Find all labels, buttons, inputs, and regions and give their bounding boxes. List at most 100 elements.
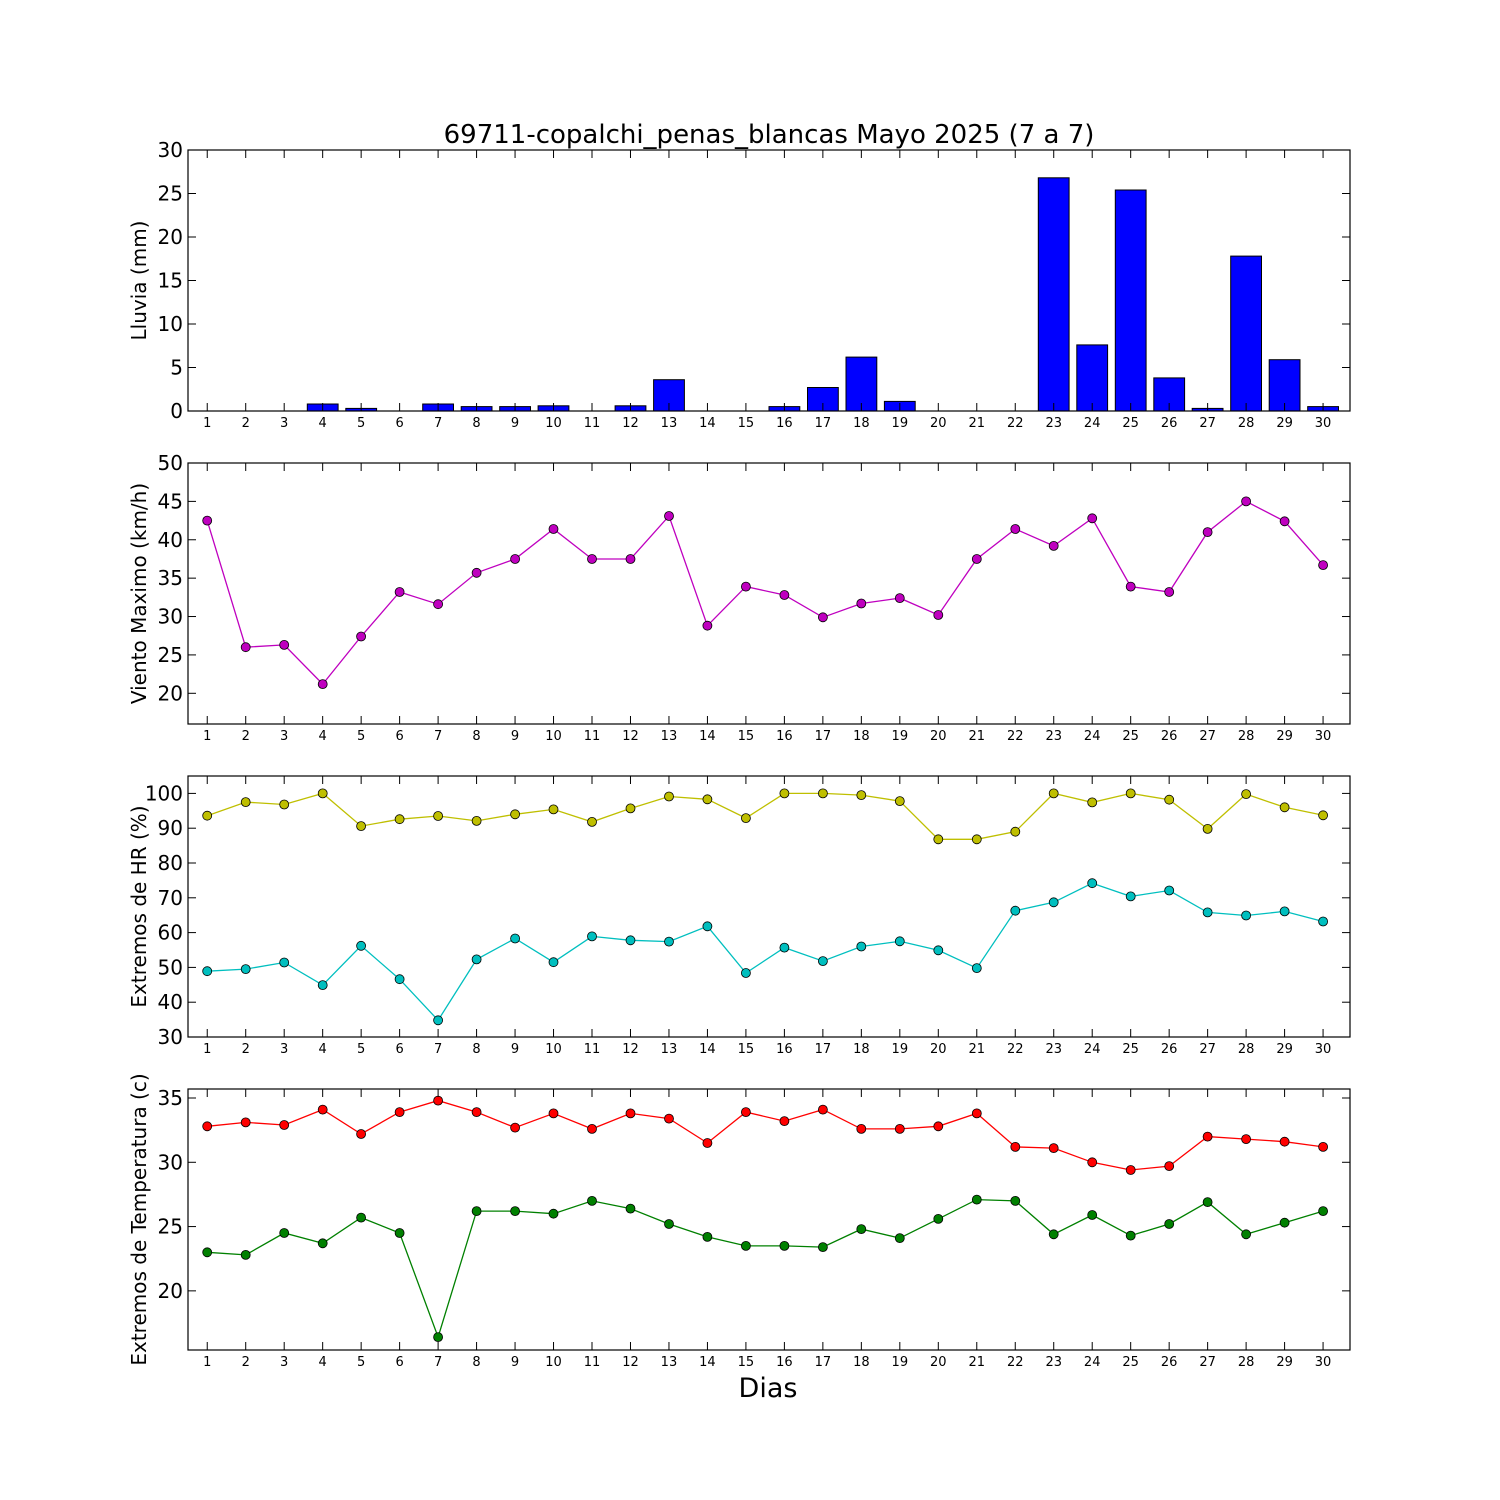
temperature-point-1-day-1 [202, 1247, 213, 1258]
wind-xtick-label: 22 [1007, 729, 1024, 744]
rain-xtick-label: 28 [1238, 416, 1255, 431]
rain-xtick-label: 4 [319, 416, 327, 431]
wind-ytick-label: 20 [158, 681, 183, 705]
humidity-point-0-day-29 [1279, 802, 1290, 813]
humidity-point-1-day-27 [1202, 907, 1213, 918]
wind-ytick-label: 45 [158, 489, 183, 513]
temperature-point-0-day-14 [702, 1138, 713, 1148]
wind-xtick-label: 5 [357, 729, 365, 744]
temperature-point-0-day-13 [664, 1113, 674, 1124]
wind-xtick-label: 28 [1238, 729, 1255, 744]
temperature-point-0-day-30 [1318, 1142, 1328, 1152]
wind-point-0-day-18 [856, 598, 867, 609]
humidity-ytick-label: 30 [158, 1025, 183, 1049]
rain-ytick-label: 10 [158, 312, 183, 336]
humidity-point-1-day-3 [279, 957, 290, 968]
humidity-xtick-label: 23 [1045, 1042, 1062, 1057]
humidity-xtick-label: 28 [1238, 1042, 1255, 1057]
wind-xtick-label: 2 [242, 729, 250, 744]
humidity-series-1 [202, 878, 1328, 1026]
temperature-point-0-day-19 [894, 1124, 905, 1134]
rain-xtick-label: 21 [969, 416, 986, 431]
humidity-point-0-day-8 [471, 816, 482, 826]
humidity-xtick-label: 1 [203, 1042, 211, 1057]
wind-xtick-label: 8 [472, 729, 480, 744]
humidity-xtick-label: 27 [1199, 1042, 1216, 1057]
rain-bar-day-25 [1114, 189, 1147, 412]
wind-series-0 [202, 496, 1328, 689]
humidity-xtick-label: 4 [319, 1042, 327, 1057]
temperature-point-1-day-16 [779, 1241, 790, 1251]
rain-xtick-label: 15 [738, 416, 755, 431]
temperature-point-1-day-20 [933, 1214, 944, 1224]
temperature-point-1-day-12 [625, 1203, 636, 1214]
wind-point-0-day-25 [1125, 581, 1136, 592]
temperature-xtick-label: 7 [434, 1355, 442, 1370]
temperature-point-1-day-4 [317, 1238, 328, 1249]
rain-xtick-label: 7 [434, 416, 442, 431]
wind-xtick-label: 18 [853, 729, 870, 744]
temperature-point-0-day-8 [471, 1107, 482, 1117]
temperature-point-1-day-30 [1318, 1206, 1328, 1216]
wind-xtick-label: 26 [1161, 729, 1178, 744]
humidity-point-0-day-21 [971, 834, 982, 845]
humidity-point-1-day-12 [625, 935, 636, 946]
temperature-xtick-label: 15 [738, 1355, 755, 1370]
humidity-point-1-day-11 [587, 931, 597, 942]
wind-xtick-label: 25 [1122, 729, 1139, 744]
rain-bar-day-28 [1230, 255, 1262, 412]
rain-ytick-label: 30 [158, 138, 183, 162]
humidity-point-0-day-20 [933, 834, 944, 845]
wind-xtick-label: 12 [622, 729, 639, 744]
temperature-xtick-label: 20 [930, 1355, 947, 1370]
rain-xtick-label: 30 [1315, 416, 1332, 431]
wind-point-0-day-16 [779, 590, 790, 600]
wind-xtick-label: 7 [434, 729, 442, 744]
humidity-xtick-label: 17 [815, 1042, 832, 1057]
humidity-xtick-label: 29 [1276, 1042, 1293, 1057]
wind-point-0-day-1 [202, 515, 213, 526]
temperature-point-1-day-29 [1279, 1217, 1290, 1228]
temperature-point-0-day-1 [202, 1121, 213, 1132]
temperature-point-0-day-12 [625, 1108, 636, 1119]
humidity-xtick-label: 19 [892, 1042, 909, 1057]
rain-xtick-label: 3 [280, 416, 288, 431]
humidity-point-0-day-15 [741, 813, 751, 823]
temperature-point-1-day-21 [971, 1194, 982, 1205]
humidity-point-1-day-16 [779, 942, 790, 953]
temperature-ytick-label: 20 [158, 1279, 183, 1303]
temperature-point-0-day-16 [779, 1116, 790, 1126]
humidity-xtick-label: 18 [853, 1042, 870, 1057]
temperature-xtick-label: 4 [319, 1355, 327, 1370]
temperature-xtick-label: 13 [661, 1355, 678, 1370]
temperature-xtick-label: 27 [1199, 1355, 1216, 1370]
wind-xtick-label: 4 [319, 729, 327, 744]
temperature-point-0-day-20 [933, 1121, 944, 1132]
wind-point-0-day-15 [741, 581, 751, 592]
rain-ytick-label: 25 [158, 182, 183, 206]
wind-ytick-label: 25 [158, 643, 183, 667]
wind-xtick-label: 10 [545, 729, 562, 744]
wind-point-0-day-17 [818, 612, 828, 623]
temperature-point-1-day-8 [471, 1206, 482, 1216]
humidity-point-0-day-28 [1241, 789, 1251, 799]
wind-ytick-label: 35 [158, 566, 183, 590]
humidity-point-0-day-7 [433, 811, 444, 821]
rain-bar-day-23 [1037, 177, 1070, 412]
humidity-point-1-day-14 [702, 921, 713, 932]
humidity-ytick-label: 100 [145, 781, 183, 805]
x-axis-label: Dias [739, 1373, 798, 1404]
humidity-line-1 [207, 882, 1324, 1022]
temperature-point-0-day-9 [510, 1122, 520, 1133]
humidity-xtick-label: 7 [434, 1042, 442, 1057]
wind-xtick-label: 13 [661, 729, 678, 744]
humidity-point-0-day-22 [1010, 826, 1021, 837]
temperature-xtick-label: 29 [1276, 1355, 1293, 1370]
humidity-point-1-day-13 [664, 936, 674, 947]
humidity-point-0-day-30 [1318, 810, 1328, 821]
humidity-point-1-day-28 [1241, 910, 1251, 921]
humidity-ytick-label: 70 [158, 886, 183, 910]
